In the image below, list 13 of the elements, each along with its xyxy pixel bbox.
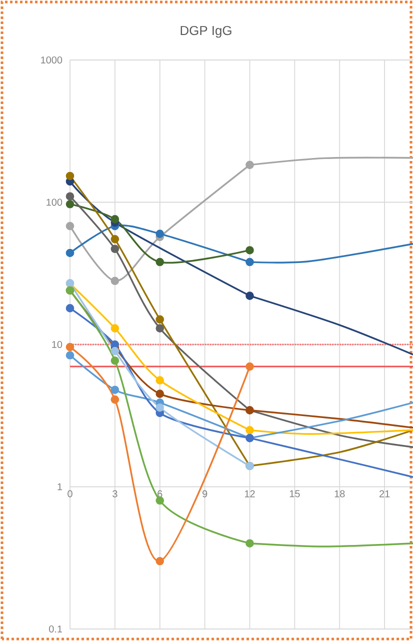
y-tick-label: 1000 [41, 56, 62, 64]
y-tick-label: 10 [52, 340, 62, 348]
y-tick-label: 0.1 [49, 625, 62, 633]
x-tick-label: 0 [68, 490, 72, 498]
x-tick-label: 12 [244, 490, 255, 498]
y-tick-label: 100 [46, 198, 62, 206]
y-tick-label: 1 [58, 483, 62, 490]
x-tick-label: 21 [380, 490, 390, 498]
x-tick-label: 3 [112, 490, 118, 498]
x-tick-label: 15 [290, 490, 300, 498]
x-tick-label: 18 [334, 490, 345, 498]
chart-title: DGP IgG [180, 26, 232, 38]
x-tick-label: 9 [202, 490, 208, 498]
